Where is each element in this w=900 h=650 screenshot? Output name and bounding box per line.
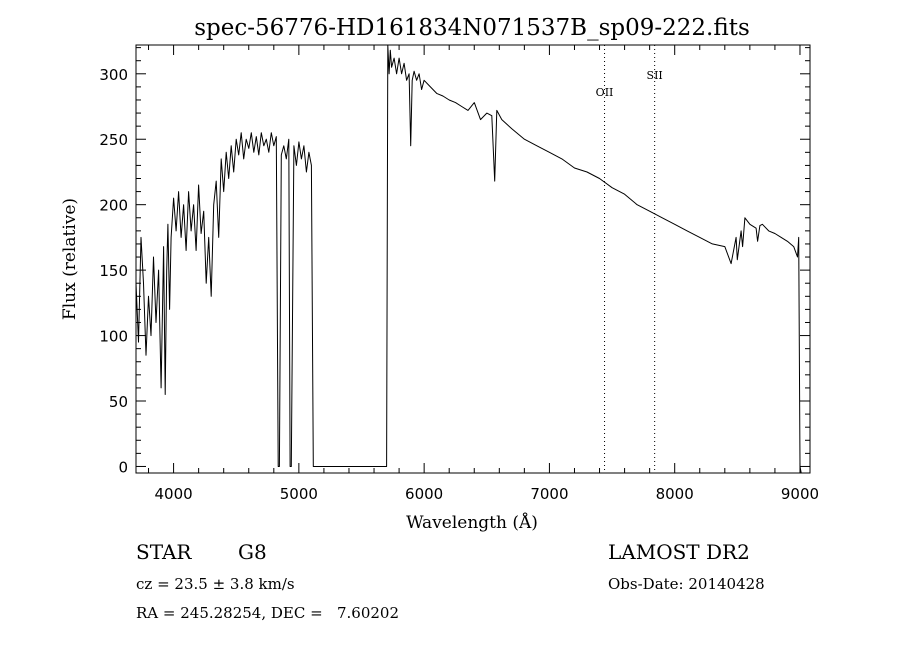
y-tick-label: 200 — [99, 197, 128, 215]
x-tick-label: 7000 — [530, 485, 568, 503]
axis-ticks: 4000 5000 6000 7000 8000 9000 0 50 100 150 200 250 3… — [99, 45, 819, 503]
x-tick-label: 9000 — [781, 485, 819, 503]
chart-title: spec-56776-HD161834N071537B_sp09-222.fit… — [194, 15, 750, 41]
y-axis-label: Flux (relative) — [60, 198, 80, 320]
x-axis-label: Wavelength (Å) — [406, 512, 538, 533]
observation-date: Obs-Date: 20140428 — [608, 575, 765, 593]
survey-name: LAMOST DR2 — [608, 540, 750, 564]
y-tick-label: 250 — [99, 131, 128, 149]
x-tick-label: 5000 — [280, 485, 318, 503]
y-tick-label: 300 — [99, 66, 128, 84]
x-tick-label: 8000 — [656, 485, 694, 503]
coordinates: RA = 245.28254, DEC = 7.60202 — [136, 604, 400, 622]
y-tick-label: 100 — [99, 328, 128, 346]
object-subclass: G8 — [238, 540, 267, 564]
y-tick-label: 150 — [99, 262, 128, 280]
x-tick-label: 6000 — [405, 485, 443, 503]
line-markers: OII SII — [596, 45, 663, 473]
plot-frame — [135, 44, 811, 474]
y-tick-label: 0 — [118, 458, 128, 476]
line-label-sii: SII — [647, 69, 663, 82]
x-tick-label: 4000 — [154, 485, 192, 503]
y-tick-label: 50 — [109, 393, 128, 411]
redshift-info: cz = 23.5 ± 3.8 km/s — [136, 575, 295, 593]
spectrum-line — [135, 44, 802, 474]
line-label-oii: OII — [596, 86, 614, 99]
object-type: STAR — [136, 540, 192, 564]
